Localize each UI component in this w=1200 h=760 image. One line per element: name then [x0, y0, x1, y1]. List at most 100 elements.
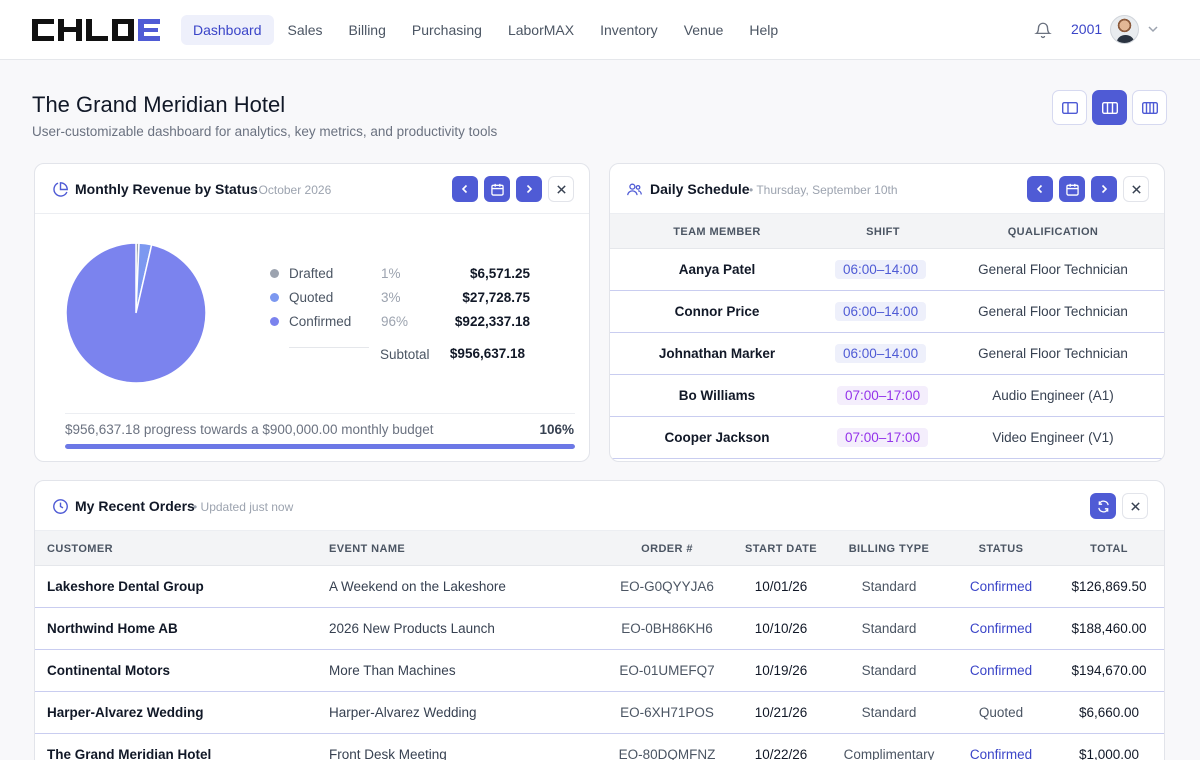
layout-columns-icon: [1141, 101, 1158, 114]
refresh-icon: [1097, 500, 1109, 512]
column-header-event-name[interactable]: EVENT NAME: [329, 543, 406, 555]
layout-four-column-button[interactable]: [1132, 90, 1167, 125]
revenue-pie-chart: [65, 242, 207, 384]
event-name: A Weekend on the Lakeshore: [329, 579, 506, 594]
nav-billing[interactable]: Billing: [348, 22, 386, 38]
legend-percent: 1%: [381, 266, 401, 281]
layout-two-column-button[interactable]: [1052, 90, 1087, 125]
users-icon: [627, 183, 642, 196]
table-row[interactable]: Connor Price 06:00–14:00 General Floor T…: [610, 291, 1164, 333]
clock-icon: [53, 499, 68, 514]
progress-fill: [65, 444, 575, 449]
chloe-logo[interactable]: [32, 19, 160, 41]
card-title: Daily Schedule: [650, 181, 750, 197]
team-member-name: Cooper Jackson: [664, 430, 770, 445]
table-row[interactable]: The Grand Meridian Hotel Front Desk Meet…: [35, 734, 1164, 760]
order-number[interactable]: EO-G0QYYJA6: [620, 579, 714, 594]
column-header-order-number[interactable]: ORDER #: [641, 543, 693, 555]
qualification: General Floor Technician: [978, 346, 1128, 361]
next-button[interactable]: [1091, 176, 1117, 202]
table-row[interactable]: Northwind Home AB 2026 New Products Laun…: [35, 608, 1164, 650]
table-row[interactable]: Continental Motors More Than Machines EO…: [35, 650, 1164, 692]
table-row[interactable]: Johnathan Marker 06:00–14:00 General Flo…: [610, 333, 1164, 375]
bell-icon[interactable]: [1034, 21, 1052, 39]
legend-amount: $6,571.25: [469, 266, 530, 281]
layout-three-column-button[interactable]: [1092, 90, 1127, 125]
customer-name: The Grand Meridian Hotel: [47, 747, 212, 760]
order-total: $1,000.00: [1078, 747, 1140, 760]
table-row[interactable]: Lakeshore Dental Group A Weekend on the …: [35, 566, 1164, 608]
pie-slice-confirmed[interactable]: [65, 242, 207, 384]
subtotal-label: Subtotal: [380, 347, 430, 362]
order-number[interactable]: EO-6XH71POS: [620, 705, 714, 720]
order-status: Confirmed: [969, 747, 1033, 760]
nav-dashboard[interactable]: Dashboard: [181, 15, 274, 45]
close-button[interactable]: [548, 176, 574, 202]
table-row[interactable]: Cooper Jackson 07:00–17:00 Video Enginee…: [610, 417, 1164, 459]
order-number[interactable]: EO-01UMEFQ7: [619, 663, 715, 678]
billing-type: Standard: [861, 579, 917, 594]
order-number[interactable]: EO-0BH86KH6: [621, 621, 713, 636]
calendar-button[interactable]: [1059, 176, 1085, 202]
qualification: Video Engineer (V1): [992, 430, 1114, 445]
legend-amount: $922,337.18: [454, 314, 530, 329]
event-name: Front Desk Meeting: [329, 747, 447, 760]
divider: [65, 413, 575, 414]
team-member-name: Aanya Patel: [678, 262, 756, 277]
legend-dot: [270, 317, 279, 326]
table-row[interactable]: Aanya Patel 06:00–14:00 General Floor Te…: [610, 249, 1164, 291]
column-header-start-date[interactable]: START DATE: [744, 543, 818, 555]
card-header: Daily Schedule • Thursday, September 10t…: [610, 164, 1164, 214]
customer-name: Lakeshore Dental Group: [47, 579, 204, 594]
customer-name: Harper-Alvarez Wedding: [47, 705, 204, 720]
chevron-left-icon: [1036, 184, 1043, 194]
column-header-team-member[interactable]: TEAM MEMBER: [673, 226, 761, 238]
shift-badge: 07:00–17:00: [837, 386, 929, 405]
card-title: Monthly Revenue by Status: [75, 181, 258, 197]
legend-row-drafted: Drafted 1% $6,571.25: [270, 264, 530, 284]
close-button[interactable]: [1122, 493, 1148, 519]
calendar-button[interactable]: [484, 176, 510, 202]
layout-columns-icon: [1061, 101, 1078, 114]
order-number[interactable]: EO-80DQMFNZ: [618, 747, 716, 760]
refresh-button[interactable]: [1090, 493, 1116, 519]
close-button[interactable]: [1123, 176, 1149, 202]
recent-orders-card: My Recent Orders • Updated just now CUST…: [34, 480, 1165, 760]
nav-sales[interactable]: Sales: [287, 22, 323, 38]
table-row[interactable]: Bo Williams 07:00–17:00 Audio Engineer (…: [610, 375, 1164, 417]
page-subtitle: User-customizable dashboard for analytic…: [32, 124, 498, 139]
nav-inventory[interactable]: Inventory: [600, 22, 658, 38]
main-nav: Dashboard Sales Billing Purchasing Labor…: [181, 15, 792, 45]
close-icon: [1131, 184, 1141, 194]
column-header-total[interactable]: TOTAL: [1090, 543, 1128, 555]
shift-badge: 07:00–17:00: [837, 428, 929, 447]
next-button[interactable]: [516, 176, 542, 202]
subtotal-amount: $956,637.18: [449, 346, 525, 361]
card-header: Monthly Revenue by Status • October 2026: [35, 164, 589, 214]
billing-type: Standard: [861, 705, 917, 720]
table-row[interactable]: Harper-Alvarez Wedding Harper-Alvarez We…: [35, 692, 1164, 734]
nav-venue[interactable]: Venue: [683, 22, 724, 38]
chevron-down-icon[interactable]: [1147, 23, 1159, 35]
qualification: Audio Engineer (A1): [992, 388, 1114, 403]
column-header-billing-type[interactable]: BILLING TYPE: [848, 543, 930, 555]
layout-columns-icon: [1101, 101, 1118, 114]
start-date: 10/22/26: [754, 747, 808, 760]
previous-button[interactable]: [452, 176, 478, 202]
nav-purchasing[interactable]: Purchasing: [411, 22, 482, 38]
previous-button[interactable]: [1027, 176, 1053, 202]
legend-amount: $27,728.75: [462, 290, 530, 305]
user-number[interactable]: 2001: [1071, 21, 1103, 37]
shift-badge: 06:00–14:00: [835, 302, 927, 321]
column-header-customer[interactable]: CUSTOMER: [47, 543, 113, 555]
avatar[interactable]: [1110, 15, 1139, 44]
column-header-qualification[interactable]: QUALIFICATION: [1007, 226, 1099, 238]
table-header: CUSTOMER EVENT NAME ORDER # START DATE B…: [35, 531, 1164, 566]
column-header-shift[interactable]: SHIFT: [866, 226, 900, 238]
order-total: $126,869.50: [1071, 579, 1147, 594]
nav-help[interactable]: Help: [749, 22, 779, 38]
nav-labormax[interactable]: LaborMAX: [507, 22, 575, 38]
column-header-status[interactable]: STATUS: [978, 543, 1024, 555]
legend-percent: 3%: [381, 290, 401, 305]
budget-progress-bar: [65, 444, 575, 449]
